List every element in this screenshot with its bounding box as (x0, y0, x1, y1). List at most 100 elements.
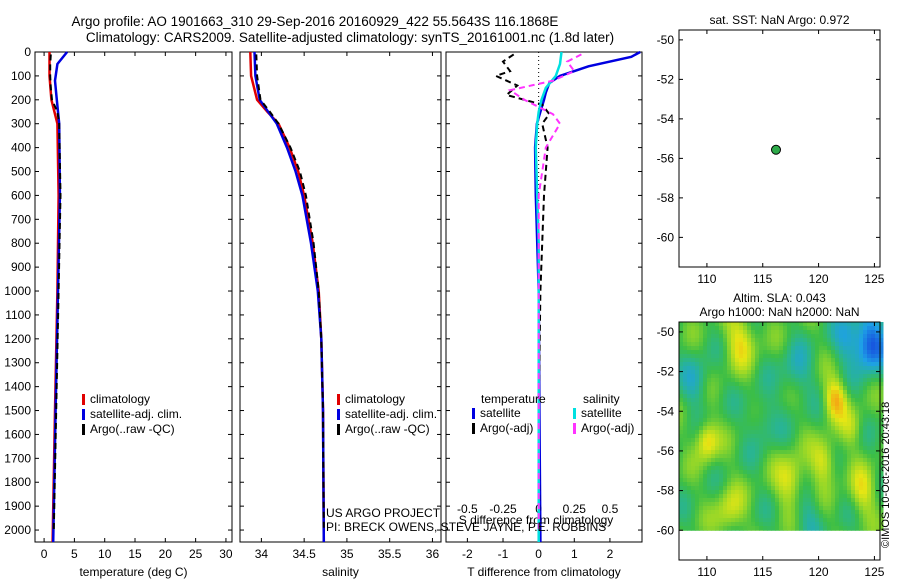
sla-cell (867, 430, 872, 435)
sla-cell (779, 430, 784, 435)
legend-label: Argo(-adj) (480, 421, 533, 435)
sla-cell (819, 454, 824, 459)
sla-cell (763, 502, 768, 507)
sla-cell (735, 502, 740, 507)
sla-cell (687, 530, 692, 531)
sla-cell (759, 514, 764, 519)
sla-cell (839, 478, 844, 483)
sla-cell (787, 334, 792, 339)
sla-cell (811, 502, 816, 507)
sla-cell (703, 330, 708, 335)
sla-cell (727, 354, 732, 359)
sla-cell (767, 382, 772, 387)
sla-cell (823, 394, 828, 399)
sla-cell (703, 462, 708, 467)
sla-cell (819, 386, 824, 391)
sla-cell (767, 390, 772, 395)
sla-cell (867, 422, 872, 427)
sla-cell (787, 454, 792, 459)
sla-cell (795, 354, 800, 359)
sla-cell (815, 430, 820, 435)
sla-cell (751, 486, 756, 491)
sla-cell (815, 530, 820, 531)
sla-cell (687, 338, 692, 343)
x-tick-label: 34.5 (292, 547, 316, 561)
sla-cell (719, 430, 724, 435)
sla-cell (879, 382, 884, 387)
sla-cell (835, 358, 840, 363)
sla-cell (691, 354, 696, 359)
sla-cell (735, 338, 740, 343)
sla-cell (691, 406, 696, 411)
sla-cell (811, 510, 816, 515)
sla-cell (871, 494, 876, 499)
sla-cell (735, 362, 740, 367)
sla-cell (815, 514, 820, 519)
sla-cell (855, 434, 860, 439)
sla-cell (763, 510, 768, 515)
sla-cell (791, 322, 796, 327)
sla-cell (811, 498, 816, 503)
sla-cell (867, 394, 872, 399)
sla-cell (767, 446, 772, 451)
sla-cell (795, 366, 800, 371)
sla-cell (843, 366, 848, 371)
sla-cell (811, 342, 816, 347)
sla-cell (795, 474, 800, 479)
sla-cell (759, 434, 764, 439)
sla-cell (843, 390, 848, 395)
sla-cell (803, 330, 808, 335)
sla-cell (863, 410, 868, 415)
sla-cell (835, 342, 840, 347)
sla-cell (735, 346, 740, 351)
sla-cell (719, 438, 724, 443)
sla-cell (687, 502, 692, 507)
sla-cell (723, 490, 728, 495)
sla-cell (715, 342, 720, 347)
sla-cell (695, 322, 700, 327)
sla-cell (855, 494, 860, 499)
sla-cell (851, 446, 856, 451)
sla-cell (723, 466, 728, 471)
sla-cell (859, 382, 864, 387)
sla-cell (863, 526, 868, 531)
sla-cell (827, 370, 832, 375)
sla-cell (823, 518, 828, 523)
sla-cell (843, 370, 848, 375)
sla-cell (747, 394, 752, 399)
sla-cell (847, 322, 852, 327)
sla-cell (867, 410, 872, 415)
sla-cell (835, 474, 840, 479)
sla-cell (863, 462, 868, 467)
sla-cell (739, 450, 744, 455)
sla-cell (767, 450, 772, 455)
depth-tick-label: 1700 (4, 451, 31, 465)
sla-cell (743, 482, 748, 487)
sla-cell (755, 418, 760, 423)
sla-cell (815, 358, 820, 363)
sla-cell (827, 322, 832, 327)
sla-cell (695, 466, 700, 471)
sla-cell (707, 330, 712, 335)
sla-cell (871, 418, 876, 423)
sla-cell (819, 438, 824, 443)
sla-cell (743, 462, 748, 467)
legend-label: satellite-adj. clim. (345, 407, 437, 421)
sla-cell (815, 354, 820, 359)
sla-cell (743, 422, 748, 427)
sla-cell (683, 442, 688, 447)
sla-cell (863, 438, 868, 443)
sla-cell (795, 422, 800, 427)
sla-cell (855, 322, 860, 327)
sla-cell (683, 486, 688, 491)
sla-cell (823, 362, 828, 367)
sla-cell (755, 490, 760, 495)
figure-title-line1: Argo profile: AO 1901663_310 29-Sep-2016… (72, 14, 559, 29)
sla-cell (879, 370, 884, 375)
sla-cell (755, 398, 760, 403)
sla-cell (859, 346, 864, 351)
sla-cell (727, 530, 732, 531)
sla-cell (807, 434, 812, 439)
sla-cell (687, 522, 692, 527)
sla-cell (703, 338, 708, 343)
